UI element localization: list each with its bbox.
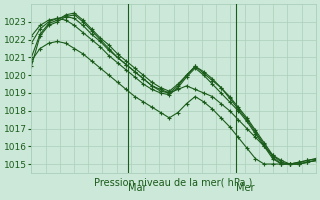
X-axis label: Pression niveau de la mer( hPa ): Pression niveau de la mer( hPa ) [94,177,253,187]
Text: Mer: Mer [236,183,255,193]
Text: Mar: Mar [128,183,147,193]
